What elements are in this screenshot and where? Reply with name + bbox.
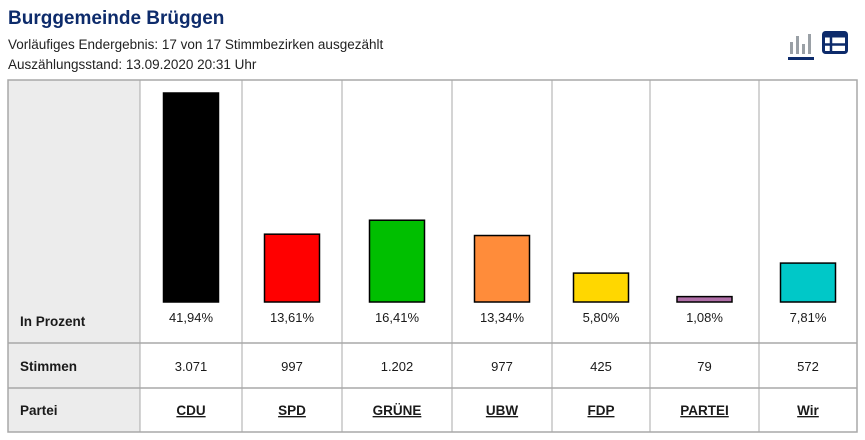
page-title: Burggemeinde Brüggen — [8, 8, 225, 29]
bar-partei[interactable] — [676, 295, 733, 303]
row-label-party: Partei — [20, 403, 58, 418]
party-link-partei[interactable]: PARTEI — [680, 403, 729, 418]
bar-spd[interactable] — [263, 233, 321, 303]
bar-chart-icon — [790, 34, 811, 54]
chart-view-button[interactable] — [788, 30, 814, 60]
table-icon — [822, 31, 848, 54]
party-link-spd[interactable]: SPD — [278, 403, 306, 418]
result-status-text: Vorläufiges Endergebnis: 17 von 17 Stimm… — [8, 37, 384, 52]
percent-label-fdp: 5,80% — [583, 310, 620, 325]
party-link-grüne[interactable]: GRÜNE — [373, 403, 422, 418]
percent-label-grüne: 16,41% — [375, 310, 420, 325]
party-link-fdp[interactable]: FDP — [588, 403, 615, 418]
votes-label-fdp: 425 — [590, 359, 612, 374]
votes-label-partei: 79 — [697, 359, 711, 374]
bar-grüne[interactable] — [368, 219, 426, 303]
bar-ubw[interactable] — [473, 234, 531, 303]
party-link-ubw[interactable]: UBW — [486, 403, 518, 418]
percent-label-spd: 13,61% — [270, 310, 315, 325]
party-link-wir[interactable]: Wir — [797, 403, 819, 418]
votes-label-ubw: 977 — [491, 359, 513, 374]
percent-label-cdu: 41,94% — [169, 310, 214, 325]
bar-fdp[interactable] — [572, 272, 630, 303]
votes-label-grüne: 1.202 — [381, 359, 414, 374]
percent-label-ubw: 13,34% — [480, 310, 525, 325]
count-timestamp-text: Auszählungsstand: 13.09.2020 20:31 Uhr — [8, 57, 257, 72]
row-label-votes: Stimmen — [20, 359, 77, 374]
active-view-indicator — [788, 57, 814, 60]
percent-label-partei: 1,08% — [686, 310, 723, 325]
table-view-button[interactable] — [822, 30, 848, 60]
party-link-cdu[interactable]: CDU — [176, 403, 205, 418]
bar-wir[interactable] — [779, 262, 837, 303]
table-border — [7, 79, 858, 433]
bar-cdu[interactable] — [162, 92, 220, 303]
votes-label-cdu: 3.071 — [175, 359, 208, 374]
row-label-column — [8, 80, 140, 432]
votes-label-spd: 997 — [281, 359, 303, 374]
row-label-percent: In Prozent — [20, 314, 86, 329]
votes-label-wir: 572 — [797, 359, 819, 374]
percent-label-wir: 7,81% — [790, 310, 827, 325]
